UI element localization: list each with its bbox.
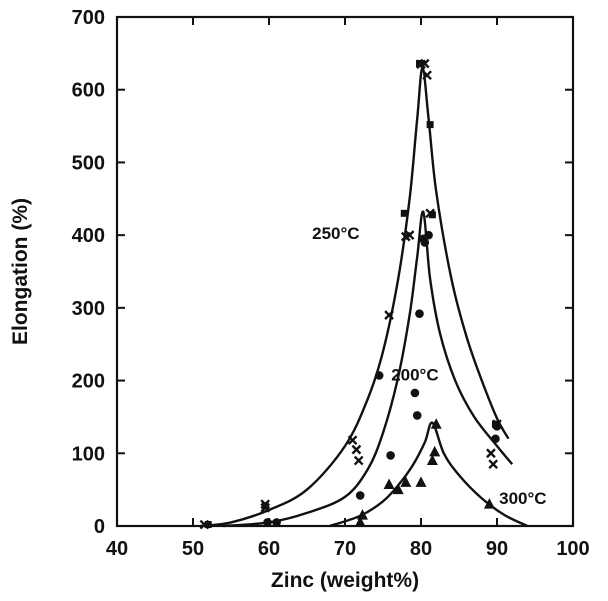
- x-tick-label: 70: [334, 538, 356, 560]
- marker-triangle: [392, 483, 404, 495]
- fit-curve-3: [329, 421, 528, 528]
- x-tick-label: 60: [258, 538, 280, 560]
- marker-triangle: [426, 454, 438, 466]
- marker-cross: [353, 455, 364, 466]
- marker-triangle: [483, 498, 495, 509]
- marker-triangle: [415, 476, 427, 487]
- marker-circle: [272, 518, 281, 527]
- marker-cross-stroke: [351, 444, 362, 455]
- marker-circle: [420, 238, 430, 247]
- marker-circle: [410, 388, 420, 398]
- fit-curve-0: [200, 66, 510, 528]
- marker-cross: [486, 448, 496, 459]
- curve-label: 200°C: [391, 366, 438, 385]
- marker-cross-stroke: [488, 459, 499, 470]
- labels: 40 50 60 70 80 90 100 0 100 200 300 400 500 600 700 Zin…: [9, 7, 590, 592]
- marker-square: [428, 211, 436, 219]
- y-tick-label: 700: [72, 7, 105, 29]
- marker-circle: [492, 422, 502, 431]
- x-tick-label: 100: [556, 538, 589, 560]
- fit-curve-2: [223, 210, 514, 528]
- marker-cross: [404, 230, 415, 240]
- marker-cross-stroke: [353, 455, 364, 466]
- x-tick-label: 90: [486, 538, 508, 560]
- y-axis-title: Elongation (%): [9, 198, 32, 345]
- marker-triangle: [430, 418, 442, 429]
- marker-triangle: [354, 516, 366, 527]
- marker-circle: [415, 309, 424, 318]
- marker-square: [204, 521, 212, 529]
- marker-cross-stroke: [486, 448, 496, 459]
- curve-label: 300°C: [499, 489, 546, 508]
- y-tick-label: 0: [94, 516, 105, 538]
- marker-cross-stroke: [347, 435, 358, 446]
- marker-square: [400, 209, 408, 217]
- marker-triangle: [400, 476, 412, 487]
- marker-triangle: [356, 509, 368, 520]
- marker-square: [261, 502, 269, 510]
- x-tick-label: 40: [106, 538, 128, 560]
- x-tick-label: 80: [410, 538, 432, 560]
- marker-square: [426, 121, 434, 129]
- y-tick-label: 100: [72, 443, 105, 465]
- y-tick-label: 200: [72, 371, 105, 393]
- x-axis-title: Zinc (weight%): [271, 569, 419, 592]
- marker-cross-stroke: [422, 70, 432, 81]
- fit-curves: [200, 66, 528, 528]
- plot-frame: [115, 15, 575, 528]
- data-points: [199, 58, 502, 530]
- marker-circle: [412, 411, 422, 420]
- marker-cross-stroke: [404, 230, 415, 240]
- curve-label: 250°C: [312, 224, 359, 243]
- marker-circle: [491, 434, 500, 444]
- marker-cross: [488, 459, 499, 470]
- x-tick-label: 50: [182, 538, 204, 560]
- marker-cross: [384, 310, 394, 320]
- marker-circle: [424, 230, 433, 240]
- marker-circle: [374, 371, 384, 380]
- axes: [115, 15, 575, 528]
- y-tick-label: 500: [72, 152, 105, 174]
- marker-cross: [422, 70, 432, 81]
- marker-circle: [355, 491, 365, 500]
- marker-triangle: [429, 445, 441, 457]
- marker-triangle: [383, 478, 395, 490]
- marker-cross-stroke: [384, 310, 394, 320]
- y-tick-label: 600: [72, 80, 105, 102]
- marker-cross: [351, 444, 362, 455]
- marker-circle: [386, 451, 395, 460]
- marker-cross: [347, 435, 358, 446]
- marker-square: [415, 60, 423, 68]
- y-tick-label: 300: [72, 298, 105, 320]
- y-tick-label: 400: [72, 225, 105, 247]
